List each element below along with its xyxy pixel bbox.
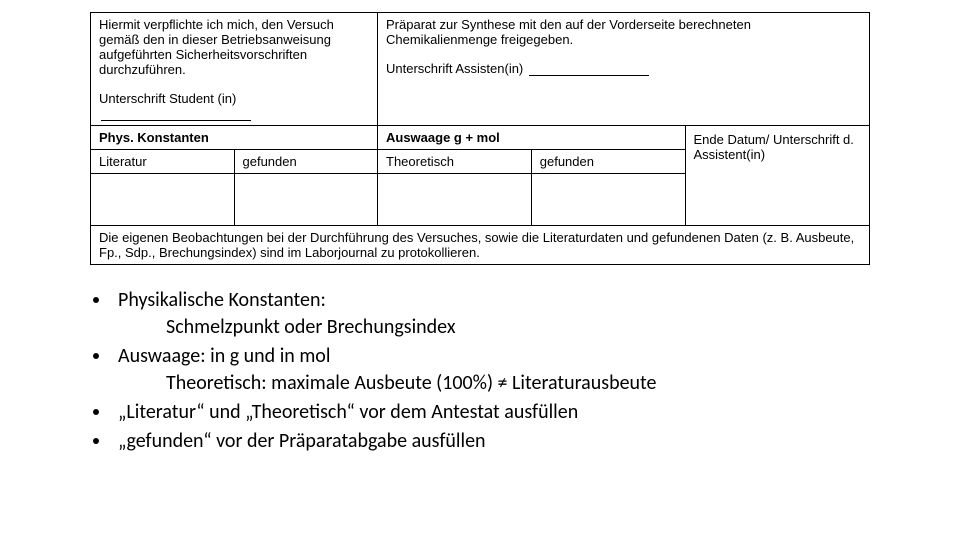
sub-gefunden-1: gefunden [234,150,378,174]
sub-literatur: Literatur [91,150,235,174]
bullet-3: „Literatur“ und „Theoretisch“ vor dem An… [112,399,920,426]
signature-left-text: Hiermit verpflichte ich mich, den Versuc… [99,17,369,77]
header-row: Phys. Konstanten Auswaage g + mol Ende D… [91,126,870,150]
cell-theoretisch [378,174,532,226]
note-cell: Die eigenen Beobachtungen bei der Durchf… [91,226,870,265]
form-table: Hiermit verpflichte ich mich, den Versuc… [90,12,870,265]
cell-gefunden-2 [531,174,685,226]
signature-right-line [529,75,649,76]
bullet-2-sub: Theoretisch: maximale Ausbeute (100%) ≠ … [166,370,920,397]
bullet-list: Physikalische Konstanten: Schmelzpunkt o… [90,287,920,455]
bullet-1: Physikalische Konstanten: Schmelzpunkt o… [112,287,920,341]
signature-right-cell: Präparat zur Synthese mit den auf der Vo… [378,13,870,126]
bullet-2: Auswaage: in g und in mol Theoretisch: m… [112,343,920,397]
signature-left-label-line: Unterschrift Student (in) [99,91,369,121]
signature-right-text: Präparat zur Synthese mit den auf der Vo… [386,17,861,47]
note-row: Die eigenen Beobachtungen bei der Durchf… [91,226,870,265]
cell-gefunden-1 [234,174,378,226]
signature-left-cell: Hiermit verpflichte ich mich, den Versuc… [91,13,378,126]
bullet-1-text: Physikalische Konstanten: [118,288,326,312]
header-end-date: Ende Datum/ Unterschrift d. Assistent(in… [685,126,870,226]
signature-left-line [101,120,251,121]
sub-theoretisch: Theoretisch [378,150,532,174]
cell-literatur [91,174,235,226]
page-container: Hiermit verpflichte ich mich, den Versuc… [0,0,960,477]
sub-gefunden-2: gefunden [531,150,685,174]
header-phys-konstanten: Phys. Konstanten [91,126,378,150]
bullet-1-sub: Schmelzpunkt oder Brechungsindex [166,314,920,341]
signature-right-label-line: Unterschrift Assisten(in) [386,61,861,76]
signature-left-label: Unterschrift Student (in) [99,91,236,106]
bullet-4: „gefunden“ vor der Präparatabgabe ausfül… [112,428,920,455]
signature-row: Hiermit verpflichte ich mich, den Versuc… [91,13,870,126]
header-auswaage: Auswaage g + mol [378,126,686,150]
signature-right-label: Unterschrift Assisten(in) [386,61,523,76]
bullet-2-text: Auswaage: in g und in mol [118,344,330,368]
